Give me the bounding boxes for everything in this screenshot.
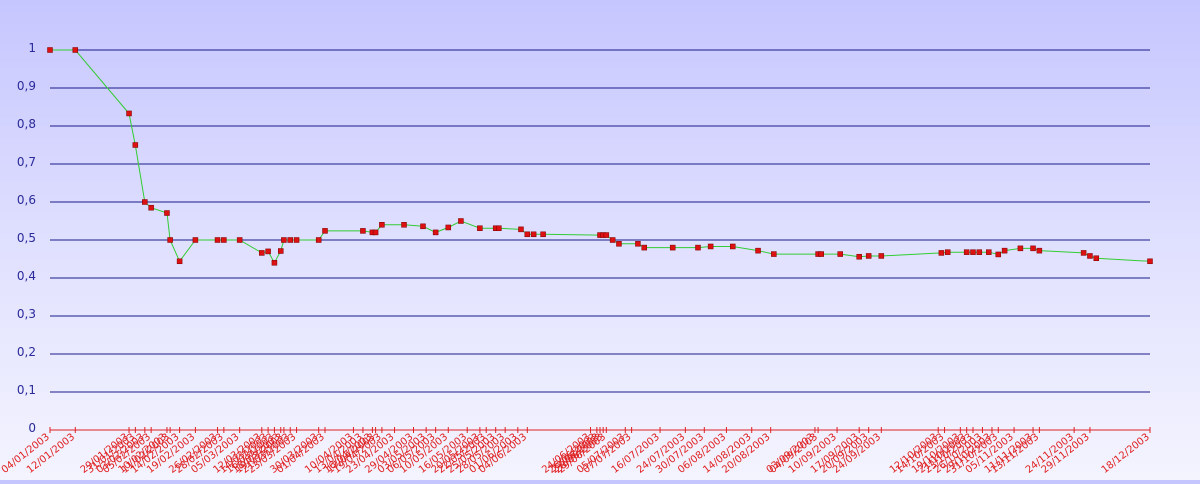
- data-point: [976, 249, 983, 255]
- y-tick-label: 0,3: [17, 307, 36, 321]
- data-point: [1093, 255, 1100, 261]
- data-point: [142, 199, 148, 205]
- data-point: [445, 224, 452, 231]
- data-point: [259, 250, 265, 256]
- data-point: [530, 231, 537, 238]
- data-point: [1147, 258, 1153, 265]
- data-point: [609, 237, 616, 243]
- y-tick-label: 0: [28, 421, 36, 435]
- series-line-group: [50, 49, 1151, 264]
- data-point: [603, 232, 610, 238]
- data-point: [669, 244, 676, 251]
- y-tick-label: 0,7: [17, 155, 36, 169]
- data-point: [755, 247, 761, 254]
- data-point: [221, 237, 227, 243]
- data-point: [236, 237, 243, 243]
- data-point: [360, 228, 366, 234]
- data-point: [372, 229, 379, 236]
- data-point: [1001, 247, 1008, 254]
- data-point: [837, 251, 843, 257]
- data-point: [176, 258, 183, 265]
- data-point: [167, 237, 173, 243]
- y-tick-labels: 0 0,1 0,2 0,3 0,4 0,5 0,6 0,7 0,8 0,9 1: [17, 41, 36, 435]
- data-point: [281, 237, 287, 243]
- data-point: [641, 244, 648, 251]
- data-point: [635, 241, 641, 247]
- data-point: [995, 251, 1002, 258]
- data-point: [707, 243, 714, 250]
- data-point: [771, 251, 777, 257]
- data-point: [126, 110, 132, 117]
- data-point: [1087, 253, 1093, 259]
- data-point: [1036, 247, 1043, 254]
- data-point: [277, 248, 284, 254]
- data-point: [271, 260, 278, 266]
- data-point: [730, 243, 736, 250]
- x-tick-marks: [49, 427, 1151, 433]
- data-point: [818, 251, 825, 257]
- y-tick-label: 1: [28, 41, 36, 55]
- data-point-markers: [47, 47, 1153, 266]
- data-point: [856, 253, 862, 260]
- y-tick-label: 0,5: [17, 231, 36, 245]
- data-point: [938, 250, 945, 256]
- data-point: [432, 229, 439, 236]
- data-point: [293, 237, 300, 243]
- data-point: [322, 228, 328, 234]
- data-point: [148, 204, 154, 211]
- data-point: [616, 241, 622, 247]
- data-point: [865, 253, 872, 259]
- data-point: [287, 237, 293, 243]
- data-point: [379, 222, 385, 228]
- data-point: [986, 249, 992, 255]
- data-point: [265, 248, 271, 255]
- data-point: [458, 218, 464, 224]
- y-tick-label: 0,4: [17, 269, 36, 283]
- data-point: [401, 222, 407, 228]
- data-point: [315, 237, 322, 243]
- data-point: [970, 249, 976, 255]
- data-point: [420, 223, 426, 230]
- y-tick-label: 0,2: [17, 345, 36, 359]
- y-tick-label: 0,8: [17, 117, 36, 131]
- data-point: [944, 249, 951, 255]
- data-point: [192, 237, 199, 243]
- y-tick-label: 0,9: [17, 79, 36, 93]
- data-point: [540, 231, 546, 238]
- x-tick-label: 18/12/2003: [1100, 432, 1152, 476]
- data-point: [1080, 250, 1087, 256]
- data-point: [47, 47, 53, 53]
- y-tick-label: 0,1: [17, 383, 36, 397]
- data-point: [132, 142, 139, 148]
- grid-lines: [50, 49, 1150, 431]
- data-point: [214, 237, 221, 243]
- data-point: [1017, 245, 1024, 252]
- data-point: [963, 249, 970, 255]
- series-line: [50, 49, 1151, 264]
- y-tick-label: 0,6: [17, 193, 36, 207]
- data-point: [695, 244, 701, 251]
- data-point: [878, 253, 885, 259]
- data-point: [524, 231, 531, 238]
- data-point: [518, 226, 524, 233]
- data-point: [1030, 245, 1036, 252]
- data-point: [164, 210, 170, 216]
- data-point: [72, 47, 79, 53]
- data-point: [496, 225, 502, 231]
- data-point: [477, 225, 483, 231]
